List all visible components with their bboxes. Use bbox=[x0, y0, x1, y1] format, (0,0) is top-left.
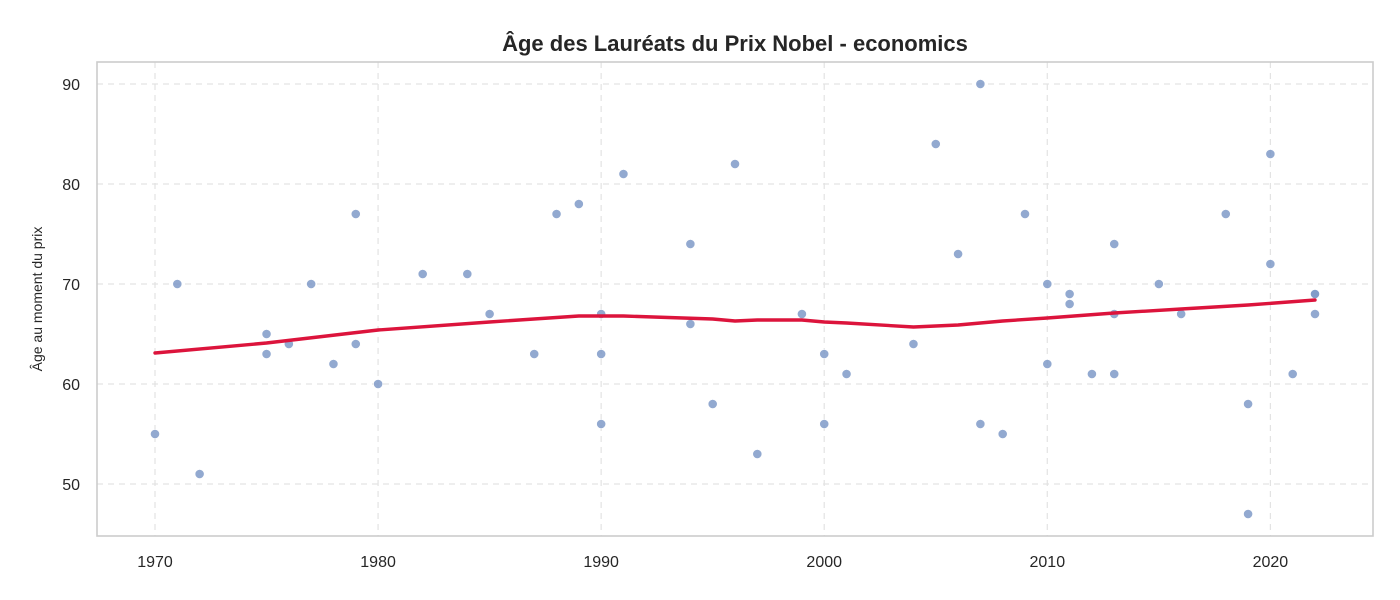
data-point bbox=[618, 169, 629, 179]
data-point bbox=[328, 359, 339, 369]
x-tick-label: 2020 bbox=[1253, 554, 1289, 571]
data-point bbox=[819, 419, 830, 429]
data-point bbox=[1310, 309, 1320, 319]
y-axis-label: Âge au moment du prix bbox=[29, 227, 45, 372]
data-point bbox=[350, 209, 361, 219]
data-point bbox=[573, 199, 584, 209]
data-point bbox=[150, 429, 160, 439]
data-point bbox=[1064, 299, 1075, 309]
data-point bbox=[1310, 289, 1320, 299]
data-point bbox=[373, 379, 383, 389]
data-point bbox=[417, 269, 428, 279]
data-point bbox=[1109, 239, 1120, 249]
x-tick-label: 2010 bbox=[1030, 554, 1066, 571]
data-point bbox=[685, 319, 696, 329]
data-point bbox=[797, 309, 807, 319]
data-point bbox=[1109, 369, 1120, 379]
data-point bbox=[1153, 279, 1164, 289]
data-point bbox=[1265, 259, 1276, 269]
data-point bbox=[261, 349, 272, 359]
plot-frame bbox=[96, 61, 1374, 537]
data-point bbox=[975, 79, 986, 89]
trend-line bbox=[153, 298, 1317, 355]
data-point bbox=[596, 349, 607, 359]
x-tick-label: 1980 bbox=[360, 554, 396, 571]
data-point bbox=[484, 309, 495, 319]
data-point bbox=[730, 159, 740, 169]
y-tick-label: 50 bbox=[62, 477, 80, 494]
grid-lines bbox=[97, 62, 1373, 536]
y-tick-label: 90 bbox=[62, 77, 80, 94]
x-axis-ticks: 1970 1980 1990 2000 2010 2020 bbox=[137, 554, 1288, 571]
data-point bbox=[529, 349, 540, 359]
data-point bbox=[1265, 149, 1276, 159]
chart-title: Âge des Lauréats du Prix Nobel - economi… bbox=[502, 31, 968, 56]
data-point bbox=[1220, 209, 1231, 219]
data-point bbox=[172, 279, 183, 289]
data-point bbox=[1287, 369, 1298, 379]
trend-line-group bbox=[153, 298, 1317, 355]
data-point bbox=[261, 329, 272, 339]
data-point bbox=[685, 239, 696, 249]
data-point bbox=[462, 269, 473, 279]
data-point bbox=[819, 349, 830, 359]
data-point bbox=[752, 449, 763, 459]
x-tick-label: 2000 bbox=[806, 554, 842, 571]
data-point bbox=[306, 279, 317, 289]
data-point bbox=[997, 429, 1008, 439]
data-point bbox=[707, 399, 718, 409]
data-point bbox=[194, 469, 205, 479]
data-point bbox=[1243, 399, 1253, 409]
data-point bbox=[1042, 279, 1053, 289]
y-tick-label: 70 bbox=[62, 277, 80, 294]
data-point bbox=[1087, 369, 1097, 379]
data-point bbox=[908, 339, 919, 349]
data-point bbox=[1064, 289, 1075, 299]
data-point bbox=[1042, 359, 1053, 369]
x-tick-label: 1970 bbox=[137, 554, 173, 571]
y-axis-ticks: 50 60 70 80 90 bbox=[62, 77, 80, 494]
scatter-points bbox=[150, 79, 1320, 519]
data-point bbox=[350, 339, 361, 349]
data-point bbox=[953, 249, 963, 259]
data-point bbox=[1020, 209, 1030, 219]
data-point bbox=[841, 369, 852, 379]
data-point bbox=[596, 419, 607, 429]
x-tick-label: 1990 bbox=[583, 554, 619, 571]
y-tick-label: 60 bbox=[62, 377, 80, 394]
y-tick-label: 80 bbox=[62, 177, 80, 194]
data-point bbox=[1243, 509, 1253, 519]
data-point bbox=[551, 209, 562, 219]
data-point bbox=[930, 139, 941, 149]
data-point bbox=[975, 419, 986, 429]
